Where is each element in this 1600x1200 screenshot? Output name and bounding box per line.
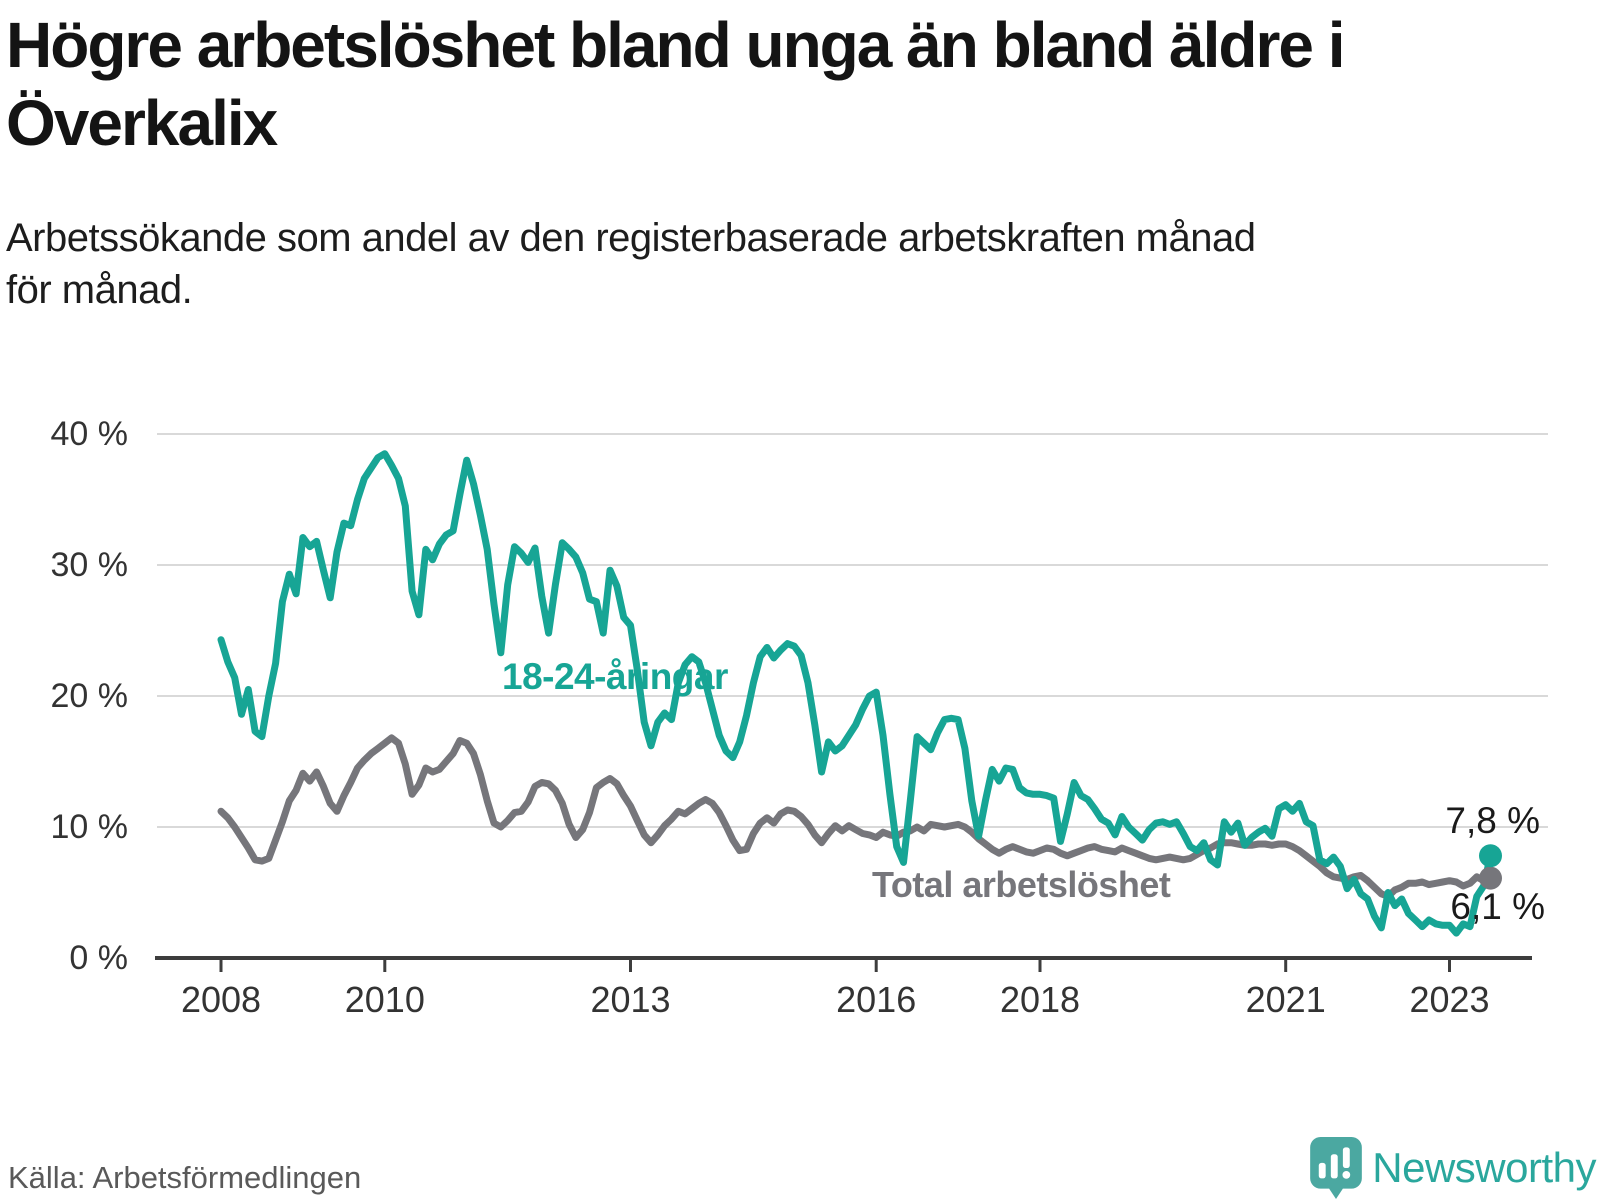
end-value-label-total: 6,1 % [1450, 886, 1545, 927]
end-dot-young [1479, 844, 1502, 868]
end-value-label-young: 7,8 % [1445, 800, 1540, 841]
x-tick-label-2013: 2013 [590, 979, 671, 1020]
x-tick-label-2021: 2021 [1245, 979, 1326, 1020]
y-tick-label-30: 30 % [50, 546, 129, 584]
x-tick-label-2010: 2010 [344, 979, 425, 1020]
newsworthy-wordmark: Newsworthy [1372, 1144, 1596, 1191]
chart-subtitle-line-2: för månad. [6, 268, 193, 312]
source-note: Källa: Arbetsförmedlingen [8, 1160, 362, 1195]
chart-subtitle-line-1: Arbetssökande som andel av den registerb… [6, 216, 1256, 260]
exclamation-dot-icon [1342, 1171, 1351, 1179]
newsworthy-logo: Newsworthy [1310, 1134, 1596, 1200]
bar-tall-icon [1331, 1154, 1338, 1179]
line-series-total [217, 734, 1494, 900]
x-tick-label-2016: 2016 [836, 979, 917, 1020]
newsworthy-pin-barchart-icon [1310, 1137, 1363, 1199]
y-tick-label-0: 0 % [69, 939, 128, 977]
page-title-line-2: Överkalix [6, 87, 278, 159]
y-tick-label-40: 40 % [50, 415, 129, 453]
bar-short-icon [1319, 1162, 1326, 1179]
exclamation-bar-icon [1343, 1147, 1351, 1168]
page-title-line-1: Högre arbetslöshet bland unga än bland ä… [6, 9, 1346, 81]
series-label-young: 18-24-åringar [502, 656, 728, 697]
y-tick-label-20: 20 % [50, 677, 129, 715]
line-series-young [217, 450, 1494, 937]
x-tick-label-2008: 2008 [180, 979, 262, 1020]
x-tick-label-2018: 2018 [999, 979, 1081, 1020]
end-dot-total [1479, 866, 1502, 890]
x-tick-label-2023: 2023 [1409, 979, 1490, 1020]
series-label-total: Total arbetslöshet [872, 864, 1171, 905]
page-title: Högre arbetslöshet bland unga än bland ä… [6, 6, 1566, 162]
y-tick-label-10: 10 % [50, 808, 129, 846]
chart-subtitle: Arbetssökande som andel av den registerb… [6, 212, 1576, 316]
